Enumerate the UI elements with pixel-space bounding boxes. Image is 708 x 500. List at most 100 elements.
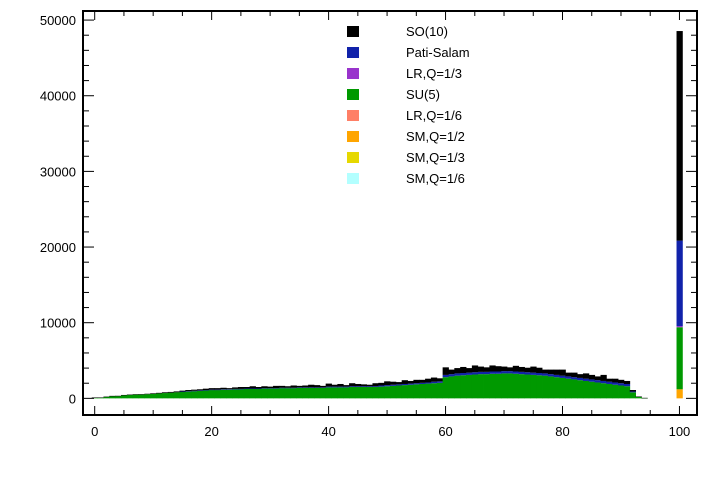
bar-su-5--4	[115, 396, 122, 399]
legend-label-sm-q-1-6: SM,Q=1/6	[406, 171, 465, 186]
bar-pati-salam-81	[565, 376, 572, 379]
bar-pati-salam-55	[413, 383, 420, 385]
bar-pati-salam-21	[214, 389, 221, 391]
bar-so-10--91	[623, 380, 631, 384]
bar-su-5--93	[635, 396, 642, 399]
bar-pati-salam-61	[448, 374, 455, 377]
bar-su-5--25	[237, 389, 245, 399]
bar-su-5--85	[588, 381, 596, 399]
bar-su-5--26	[243, 388, 251, 399]
bar-su-5--20	[208, 390, 215, 399]
bar-su-5--72	[512, 373, 520, 399]
bar-pati-salam-42	[337, 386, 344, 388]
bar-su-5--32	[278, 388, 286, 399]
bar-so-10--65	[471, 365, 479, 373]
bar-su-5--53	[401, 385, 408, 399]
bar-pati-salam-29	[261, 388, 268, 389]
axes-layer: 0 20 40 60 80 100 0 10000 20000 30000 40000 50000	[40, 11, 697, 439]
legend-label-sm-q-1-3: SM,Q=1/3	[406, 150, 465, 165]
bar-su-5--18	[197, 390, 204, 399]
y-tick-label-30000: 30000	[40, 164, 76, 179]
bar-pati-salam-71	[506, 371, 514, 374]
bar-pati-salam-45	[354, 386, 362, 388]
bar-so-10--68	[489, 365, 496, 372]
bar-pati-salam-76	[536, 373, 543, 376]
bar-su-5--62	[454, 375, 461, 399]
bar-so-10--61	[448, 369, 455, 375]
bar-pati-salam-57	[425, 382, 432, 384]
legend-swatch-sm-q-1-6	[347, 173, 359, 184]
bar-sm-q-1-2-100	[676, 389, 683, 399]
bar-so-10--1	[97, 397, 104, 398]
bar-so-10--15	[179, 390, 186, 392]
bar-so-10--10	[150, 393, 157, 394]
bar-pati-salam-18	[197, 390, 204, 391]
bar-su-5--69	[495, 373, 502, 399]
bar-su-5--2	[103, 396, 110, 399]
bar-pati-salam-78	[547, 374, 555, 377]
bar-su-5--36	[302, 387, 309, 399]
bar-su-5--11	[156, 393, 163, 399]
bar-su-5--90	[618, 385, 625, 399]
bar-su-5--27	[249, 388, 256, 399]
legend-swatch-lr-q-1-3	[347, 68, 359, 79]
bar-so-10--62	[454, 368, 461, 374]
x-tick-label-20: 20	[204, 424, 218, 439]
bar-su-5--45	[354, 387, 362, 399]
x-tick-label-100: 100	[669, 424, 691, 439]
bar-so-10--74	[524, 367, 531, 373]
legend-label-lr-q-1-3: LR,Q=1/3	[406, 66, 462, 81]
bar-so-10--56	[419, 379, 426, 383]
bar-so-10--82	[571, 372, 578, 378]
bar-su-5--8	[138, 394, 145, 399]
bar-su-5--51	[390, 385, 397, 399]
legend-swatch-pati-salam	[347, 47, 359, 58]
bar-pati-salam-25	[237, 388, 245, 390]
bar-pati-salam-66	[477, 371, 484, 375]
bar-pati-salam-69	[495, 371, 502, 374]
bar-so-10--94	[641, 397, 648, 399]
bar-pati-salam-50	[384, 385, 391, 387]
bar-su-5--17	[191, 391, 198, 399]
legend-swatch-su-5-	[347, 89, 359, 100]
y-tick-label-20000: 20000	[40, 240, 76, 255]
bar-so-10--3	[109, 395, 116, 397]
bar-su-5--79	[553, 377, 560, 399]
bar-so-10--60	[442, 367, 449, 375]
bar-so-10--84	[582, 373, 590, 379]
bar-so-10--54	[407, 380, 414, 384]
bar-so-10--78	[547, 369, 555, 375]
bar-pati-salam-28	[255, 388, 262, 390]
bar-su-5--77	[542, 375, 549, 399]
bar-so-10--67	[483, 367, 490, 372]
bar-so-10--89	[612, 378, 619, 383]
y-tick-label-50000: 50000	[40, 13, 76, 28]
bar-pati-salam-36	[302, 387, 309, 388]
bar-su-5--37	[308, 387, 315, 399]
bar-pati-salam-32	[278, 387, 286, 389]
x-tick-label-40: 40	[321, 424, 335, 439]
bar-pati-salam-24	[232, 388, 239, 390]
bar-su-5--39	[319, 387, 327, 399]
bar-pati-salam-86	[594, 380, 601, 383]
bar-su-5--67	[483, 374, 490, 399]
bar-so-10--11	[156, 392, 163, 394]
bar-so-10--79	[553, 369, 560, 375]
bar-su-5--57	[425, 383, 432, 399]
bar-so-10--55	[413, 379, 420, 384]
bar-su-5--43	[343, 387, 350, 399]
bar-so-10--69	[495, 366, 502, 372]
bar-su-5--42	[337, 387, 344, 399]
bar-su-5--84	[582, 380, 590, 399]
legend-label-so-10-: SO(10)	[406, 24, 448, 39]
bar-su-5--63	[460, 375, 467, 399]
bar-su-5--66	[477, 374, 484, 399]
bar-pati-salam-27	[249, 388, 256, 390]
bar-pati-salam-84	[582, 378, 590, 381]
bar-so-10--18	[197, 389, 204, 391]
bar-so-10--34	[290, 385, 297, 388]
y-tick-label-10000: 10000	[40, 316, 76, 331]
bar-su-5--92	[629, 392, 636, 399]
bar-so-10--33	[284, 386, 291, 388]
bar-so-10--2	[103, 396, 110, 398]
